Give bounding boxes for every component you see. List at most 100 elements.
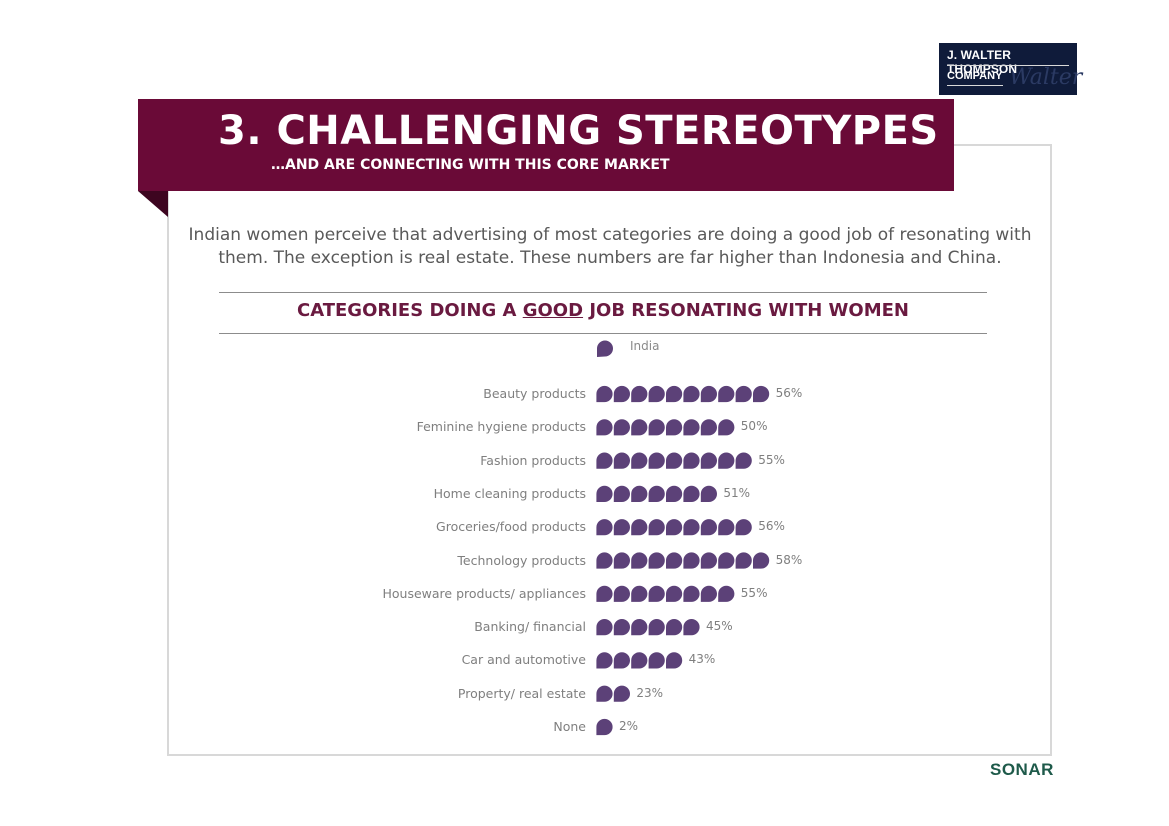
- speech-bubble-icon: [630, 584, 649, 603]
- speech-bubble-icon: [700, 551, 718, 570]
- logo-script-watermark: Walter: [1009, 65, 1083, 90]
- speech-bubble-icon: [630, 651, 649, 670]
- value-label: 56%: [758, 519, 785, 534]
- speech-bubble-icon: [700, 418, 718, 437]
- speech-bubble-icon: [665, 651, 683, 670]
- speech-bubble-icon: [613, 418, 631, 437]
- speech-bubble-icon: [613, 385, 631, 403]
- speech-bubble-icon: [700, 451, 718, 470]
- speech-bubble-icon: [717, 385, 736, 403]
- page-title: 3. CHALLENGING STEREOTYPES: [218, 108, 939, 154]
- value-label: 58%: [775, 552, 803, 567]
- speech-bubble-icon: [630, 485, 649, 503]
- speech-bubble-icon: [682, 485, 701, 503]
- speech-bubble-icon: [752, 385, 770, 403]
- category-label: Houseware products/ appliances: [382, 585, 587, 601]
- speech-bubble-icon: [647, 551, 666, 570]
- speech-bubble-icon: [700, 518, 718, 537]
- speech-bubble-icon: [630, 551, 649, 570]
- speech-bubble-icon: [665, 385, 683, 403]
- value-label: 51%: [723, 485, 751, 500]
- category-label: Groceries/food products: [436, 519, 586, 535]
- logo-line2: COMPANY: [947, 70, 1003, 82]
- speech-bubble-icon: [647, 418, 666, 437]
- speech-bubble-icon: [647, 518, 666, 537]
- speech-bubble-icon: [717, 451, 736, 470]
- speech-bubble-icon: [734, 451, 753, 470]
- speech-bubble-icon: [595, 651, 614, 670]
- value-label: 2%: [619, 719, 639, 733]
- category-label: Beauty products: [483, 386, 586, 401]
- page-subtitle: …AND ARE CONNECTING WITH THIS CORE MARKE…: [271, 157, 670, 173]
- value-label: 43%: [688, 652, 716, 667]
- value-label: 55%: [758, 452, 785, 467]
- intro-text: Indian women perceive that advertising o…: [188, 225, 1032, 268]
- value-label: 55%: [740, 585, 768, 600]
- speech-bubble-icon: [665, 485, 683, 503]
- speech-bubble-icon: [647, 385, 666, 403]
- speech-bubble-icon: [630, 418, 649, 437]
- speech-bubble-icon: [752, 551, 770, 570]
- value-label: 23%: [636, 685, 664, 700]
- speech-bubble-icon: [630, 618, 649, 636]
- chart-title-rule-bottom: [219, 333, 987, 334]
- speech-bubble-icon: [647, 584, 666, 603]
- speech-bubble-icon: [682, 418, 701, 437]
- speech-bubble-icon: [665, 418, 683, 437]
- speech-bubble-icon: [613, 451, 631, 470]
- chart-title: CATEGORIES DOING A GOOD JOB RESONATING W…: [219, 300, 987, 321]
- value-label: 50%: [740, 419, 768, 434]
- speech-bubble-icon: [717, 518, 736, 537]
- speech-bubble-icon: [682, 518, 701, 537]
- chart-title-good: GOOD: [522, 300, 584, 321]
- speech-bubble-icon: [700, 584, 718, 603]
- speech-bubble-icon: [734, 385, 753, 403]
- speech-bubble-icon: [717, 584, 736, 603]
- speech-bubble-icon: [665, 551, 683, 570]
- sonar-logo: SONAR: [990, 760, 1054, 779]
- speech-bubble-icon: [647, 651, 666, 670]
- speech-bubble-icon: [613, 584, 631, 603]
- speech-bubble-icon: [665, 451, 683, 470]
- speech-bubble-icon: [595, 618, 614, 636]
- logo-divider: [947, 65, 1069, 66]
- category-label: None: [553, 719, 586, 734]
- speech-bubble-icon: [682, 451, 701, 470]
- speech-bubble-icon: [700, 385, 718, 403]
- banner-fold: [138, 191, 168, 217]
- speech-bubble-icon: [613, 684, 631, 703]
- speech-bubble-icon: [665, 618, 683, 636]
- category-label: Home cleaning products: [433, 485, 586, 501]
- category-label: Property/ real estate: [457, 685, 586, 701]
- category-label: Feminine hygiene products: [416, 419, 586, 435]
- speech-bubble-icon: [595, 385, 614, 403]
- speech-bubble-icon: [700, 485, 718, 503]
- value-label: 56%: [775, 386, 803, 400]
- category-label: Car and automotive: [461, 652, 586, 668]
- title-banner: [138, 99, 954, 191]
- speech-bubble-icon: [595, 518, 614, 537]
- speech-bubble-icon: [647, 618, 666, 636]
- speech-bubble-icon: [717, 418, 736, 437]
- speech-bubble-icon: [682, 385, 701, 403]
- chart-title-part3: JOB RESONATING WITH WOMEN: [583, 300, 909, 321]
- category-label: Fashion products: [480, 452, 586, 468]
- logo-underline: [947, 85, 1003, 86]
- speech-bubble-icon: [682, 618, 701, 636]
- legend-speech-bubble-icon: [597, 340, 613, 357]
- value-label: 45%: [706, 619, 733, 634]
- speech-bubble-icon: [613, 551, 631, 570]
- speech-bubble-icon: [665, 518, 683, 537]
- speech-bubble-icon: [595, 551, 614, 570]
- chart-title-rule-top: [219, 292, 987, 293]
- legend-label-india: India: [630, 339, 660, 353]
- speech-bubble-icon: [613, 485, 631, 503]
- speech-bubble-icon: [613, 518, 631, 537]
- speech-bubble-icon: [595, 584, 614, 603]
- speech-bubble-icon: [734, 518, 753, 537]
- speech-bubble-icon: [647, 451, 666, 470]
- speech-bubble-icon: [717, 551, 736, 570]
- category-label: Technology products: [457, 552, 586, 568]
- speech-bubble-icon: [613, 651, 631, 670]
